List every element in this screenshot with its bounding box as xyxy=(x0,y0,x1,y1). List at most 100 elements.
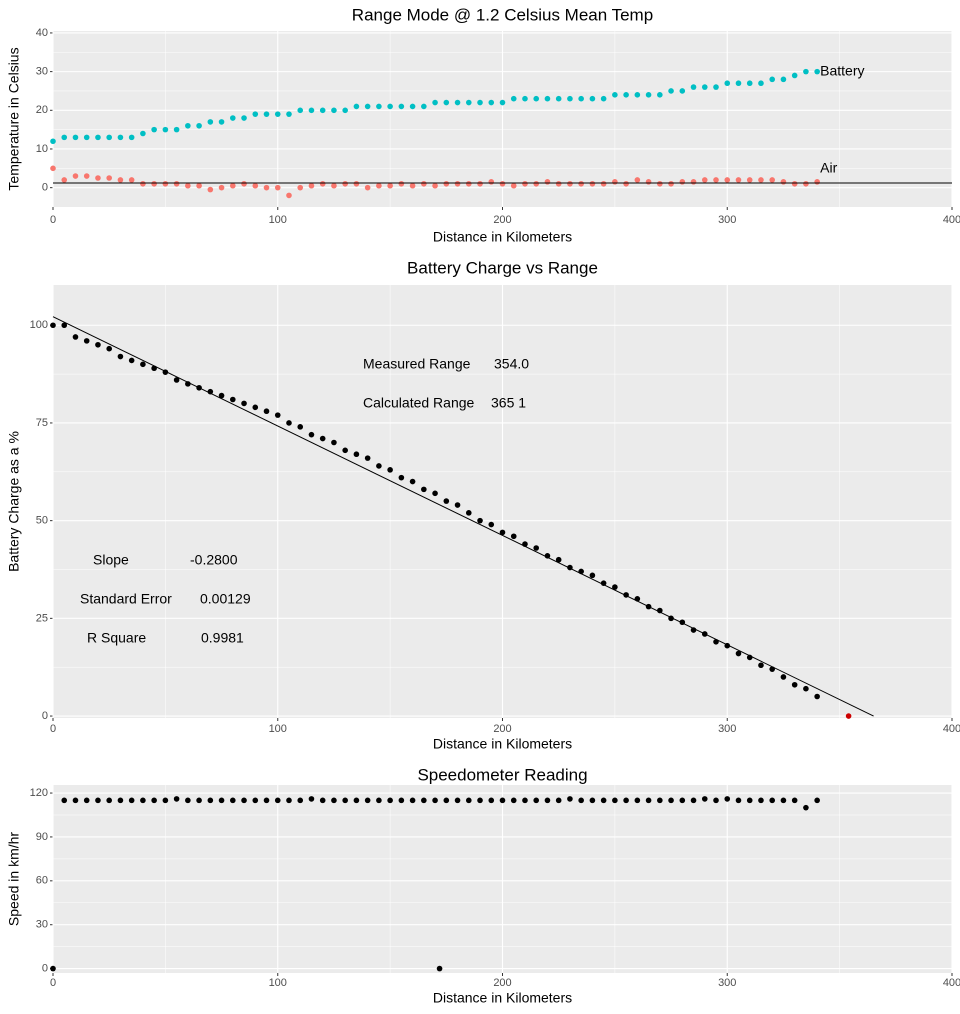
point xyxy=(623,92,629,98)
y-tick-label: 0 xyxy=(42,963,48,975)
point xyxy=(376,797,382,804)
point xyxy=(252,404,259,411)
point xyxy=(72,173,79,179)
point xyxy=(421,797,427,804)
y-tick-label: 100 xyxy=(30,319,48,331)
point xyxy=(645,179,652,185)
chart-title: Speedometer Reading xyxy=(417,765,587,784)
y-tick-label: 0 xyxy=(42,710,48,722)
point xyxy=(196,797,202,804)
point xyxy=(499,99,506,106)
point xyxy=(263,184,270,191)
point xyxy=(814,693,820,700)
point xyxy=(701,84,708,90)
point xyxy=(477,797,483,804)
point xyxy=(274,184,281,191)
y-tick-label: 20 xyxy=(36,104,48,116)
y-tick-label: 75 xyxy=(36,417,48,429)
point xyxy=(791,180,798,187)
y-tick-label: 30 xyxy=(36,66,48,78)
x-tick-label: 200 xyxy=(493,723,511,735)
x-axis-label: Distance in Kilometers xyxy=(433,990,572,1006)
point xyxy=(443,99,450,106)
point xyxy=(645,797,652,804)
point xyxy=(814,797,820,804)
point xyxy=(95,341,101,348)
point xyxy=(510,797,517,804)
point xyxy=(791,72,798,79)
point xyxy=(454,502,461,508)
point xyxy=(713,84,719,90)
stat-label: Measured Range xyxy=(363,356,471,372)
point xyxy=(398,180,405,187)
point xyxy=(286,797,292,804)
point xyxy=(173,180,180,187)
point xyxy=(544,553,551,559)
point xyxy=(353,103,360,110)
y-axis-label: Temperature in Celsius xyxy=(6,47,22,190)
point xyxy=(735,797,742,804)
point xyxy=(454,99,461,106)
point xyxy=(162,126,169,133)
point xyxy=(465,797,472,804)
point xyxy=(162,797,169,804)
point xyxy=(50,165,56,172)
point xyxy=(353,180,360,187)
point xyxy=(555,797,562,804)
point xyxy=(241,400,247,407)
point xyxy=(555,180,562,187)
point xyxy=(791,797,798,804)
point xyxy=(297,184,304,191)
point xyxy=(95,797,101,804)
point xyxy=(645,92,652,98)
point xyxy=(274,412,281,418)
point xyxy=(297,107,304,114)
point xyxy=(61,797,68,804)
point xyxy=(499,180,506,187)
point xyxy=(83,797,90,804)
point xyxy=(612,797,618,804)
point xyxy=(353,451,360,458)
point xyxy=(319,107,326,114)
stat-label: Standard Error xyxy=(80,591,172,607)
x-tick-label: 300 xyxy=(718,977,736,989)
point xyxy=(814,179,820,185)
point xyxy=(151,126,157,133)
point xyxy=(780,797,787,804)
point xyxy=(342,107,348,114)
point xyxy=(342,447,348,454)
point xyxy=(690,179,697,185)
series-label: Air xyxy=(820,160,837,176)
stat-value: -0.2800 xyxy=(190,552,238,568)
point xyxy=(61,177,68,183)
stat-label: Slope xyxy=(93,552,129,568)
point xyxy=(522,180,528,187)
point xyxy=(600,797,607,804)
point xyxy=(72,797,79,804)
point xyxy=(589,797,596,804)
point xyxy=(173,796,180,802)
point xyxy=(218,119,225,125)
point xyxy=(567,180,573,187)
point xyxy=(465,180,472,187)
point xyxy=(230,115,236,121)
point xyxy=(713,797,719,804)
point xyxy=(106,345,112,352)
point xyxy=(634,797,641,804)
point xyxy=(162,180,169,187)
point xyxy=(207,186,214,193)
point xyxy=(477,99,483,106)
point xyxy=(724,177,731,183)
point xyxy=(207,797,214,804)
point xyxy=(61,134,68,141)
point xyxy=(735,177,742,183)
point xyxy=(769,177,775,183)
x-axis-label: Distance in Kilometers xyxy=(433,229,572,245)
point xyxy=(578,180,584,187)
point xyxy=(353,797,360,804)
point xyxy=(589,572,596,579)
point xyxy=(106,134,112,141)
point xyxy=(803,685,809,692)
point xyxy=(252,111,259,117)
point xyxy=(286,420,292,426)
